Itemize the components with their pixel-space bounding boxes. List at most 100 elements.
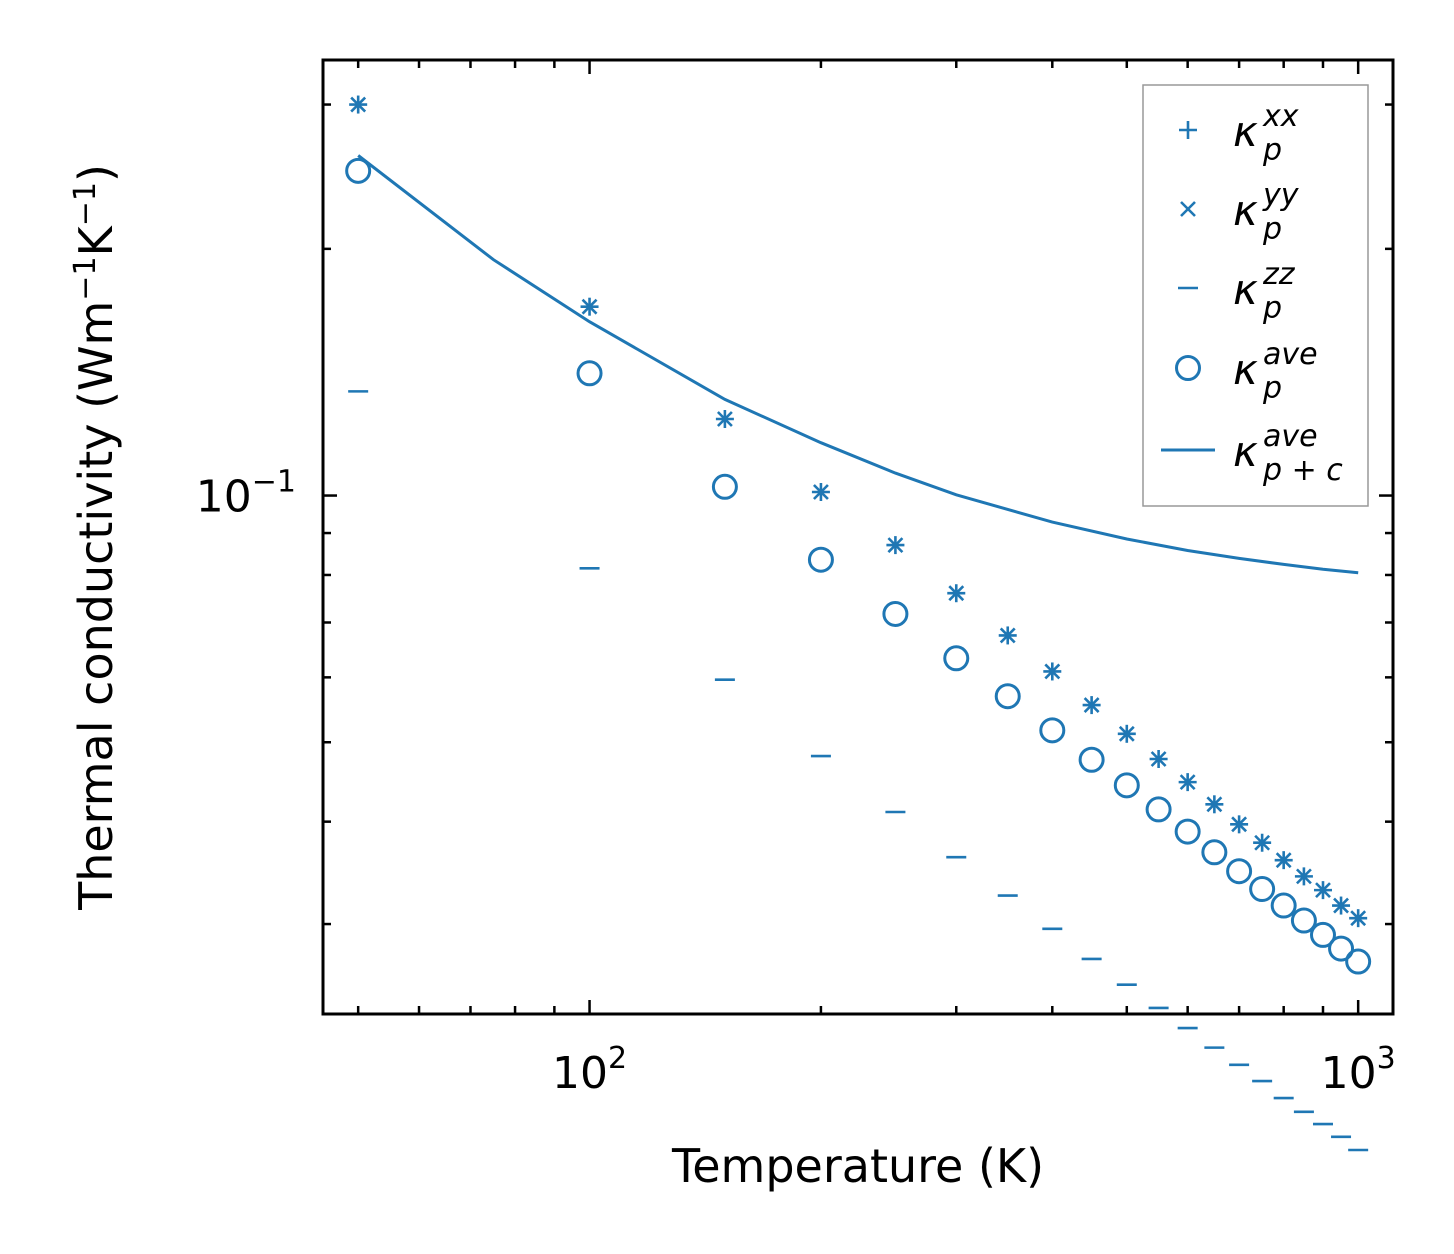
data-point-kyy: [1295, 868, 1312, 885]
data-point-kave: [1201, 839, 1228, 866]
data-point-kyy-b: [1231, 816, 1248, 833]
x-axis-label: Temperature (K): [671, 1139, 1044, 1193]
data-marks: [345, 95, 1372, 1152]
data-point-kyy-b: [1118, 725, 1135, 742]
data-point-kave: [1174, 818, 1201, 845]
y-axis-label-sup1: −1: [68, 256, 103, 300]
plot-frame: [321, 58, 1395, 1016]
axis-ticks: [323, 60, 1393, 1014]
data-point-kyy: [1254, 834, 1271, 851]
data-point-kyy: [999, 627, 1016, 644]
data-point-kave: [1309, 921, 1336, 948]
data-point-kyy-b: [1333, 897, 1349, 914]
data-point-kave: [1078, 746, 1105, 773]
data-point-kyy: [581, 298, 598, 315]
data-point-kyy: [1118, 725, 1135, 742]
legend-entry: κ ave p + c: [1161, 419, 1343, 488]
legend-label-sup: xx: [1262, 99, 1299, 134]
series-line-kave_pc: [357, 154, 1359, 575]
data-point-kyy: [350, 96, 367, 113]
data-point-kyy-b: [1315, 882, 1331, 899]
legend-label: κ xx p: [1233, 99, 1299, 168]
data-point-kyy-b: [350, 96, 367, 113]
legend-label: κ ave p + c: [1233, 419, 1343, 488]
data-point-kyy: [1150, 751, 1167, 767]
data-point-kyy-b: [1179, 774, 1196, 791]
data-point-kave: [1328, 935, 1355, 962]
x-tick-label-base: 10: [552, 1048, 608, 1099]
legend-label-sup: zz: [1262, 257, 1296, 292]
legend-marker-plus: [1179, 121, 1197, 139]
series-kave: [345, 157, 1372, 975]
data-point-kyy-b: [1083, 697, 1100, 714]
y-tick-label-base: 10: [196, 472, 252, 523]
data-point-kyy: [716, 411, 733, 427]
data-point-kyy-b: [999, 627, 1016, 644]
y-axis-label: Thermal conductivity (Wm−1K−1): [68, 164, 124, 911]
data-point-kyy: [948, 585, 965, 602]
data-point-kyy: [887, 537, 904, 554]
legend-label-sub: p: [1262, 371, 1282, 406]
data-point-kyy-b: [581, 298, 598, 315]
legend-entry: κ yy p: [1180, 178, 1300, 247]
legend-label: κ yy p: [1233, 178, 1300, 247]
data-point-kave: [1039, 717, 1066, 744]
series-kzz: [348, 390, 1369, 1152]
data-point-kyy-b: [716, 411, 733, 427]
legend-label-sup: ave: [1263, 419, 1318, 454]
data-point-kyy-b: [1044, 663, 1061, 680]
legend-entry: κ ave p: [1175, 337, 1318, 406]
x-tick-label: 103: [1321, 1041, 1396, 1099]
data-point-kyy-b: [1206, 796, 1223, 813]
x-tick-label-exp: 2: [608, 1041, 627, 1076]
data-point-kyy: [1206, 796, 1223, 813]
legend-label-sub: p: [1262, 291, 1282, 326]
data-point-kave: [807, 546, 834, 573]
legend-label-kappa: κ: [1233, 186, 1258, 235]
legend-label-sup: ave: [1263, 337, 1318, 372]
data-point-kave: [1145, 796, 1172, 823]
legend-entry: κ xx p: [1179, 99, 1299, 168]
data-point-kave: [1113, 772, 1140, 799]
legend-label-kappa: κ: [1233, 345, 1258, 394]
data-point-kyy: [1333, 897, 1349, 914]
data-point-kyy: [1231, 816, 1248, 833]
data-point-kyy-b: [1150, 751, 1167, 767]
data-point-kyy-b: [813, 484, 829, 500]
data-point-kyy: [1350, 910, 1367, 927]
y-tick-label: 10−1: [196, 465, 296, 523]
legend-marker-x: [1180, 201, 1196, 217]
legend-marker-circle: [1175, 355, 1201, 381]
legend-marker-x-b: [1180, 201, 1196, 217]
y-axis-label-suffix: ): [69, 164, 123, 182]
data-point-kave: [1290, 907, 1317, 934]
legend: κ xx pκ yy pκ zz pκ ave pκ ave p + c: [1142, 84, 1369, 507]
x-tick-label: 102: [552, 1041, 627, 1099]
y-tick-label-exp: −1: [252, 465, 296, 500]
y-axis-label-prefix: Thermal conductivity (Wm: [69, 301, 123, 911]
data-point-kave: [345, 157, 372, 184]
data-point-kyy: [1179, 774, 1196, 791]
legend-label-sub: p: [1262, 212, 1282, 247]
legend-label-kappa: κ: [1233, 427, 1258, 476]
legend-label-sup: yy: [1262, 178, 1300, 213]
legend-label-sub: p + c: [1262, 453, 1343, 488]
data-point-kyy: [1083, 697, 1100, 714]
data-point-kave: [943, 645, 970, 672]
series-kyy: [350, 96, 1367, 927]
data-point-kyy: [1044, 663, 1061, 680]
data-point-kyy-b: [1254, 834, 1271, 851]
data-point-kave: [711, 473, 738, 500]
legend-frame: [1142, 84, 1369, 507]
data-point-kyy: [813, 484, 829, 500]
series-kave_pc: [357, 154, 1359, 575]
data-point-kave: [576, 360, 603, 387]
data-point-kyy-b: [1275, 852, 1292, 869]
data-point-kave: [1226, 858, 1253, 885]
data-point-kyy-b: [887, 537, 904, 554]
data-point-kyy-b: [1295, 868, 1312, 885]
legend-label: κ zz p: [1233, 257, 1296, 326]
x-tick-label-base: 10: [1321, 1048, 1377, 1099]
